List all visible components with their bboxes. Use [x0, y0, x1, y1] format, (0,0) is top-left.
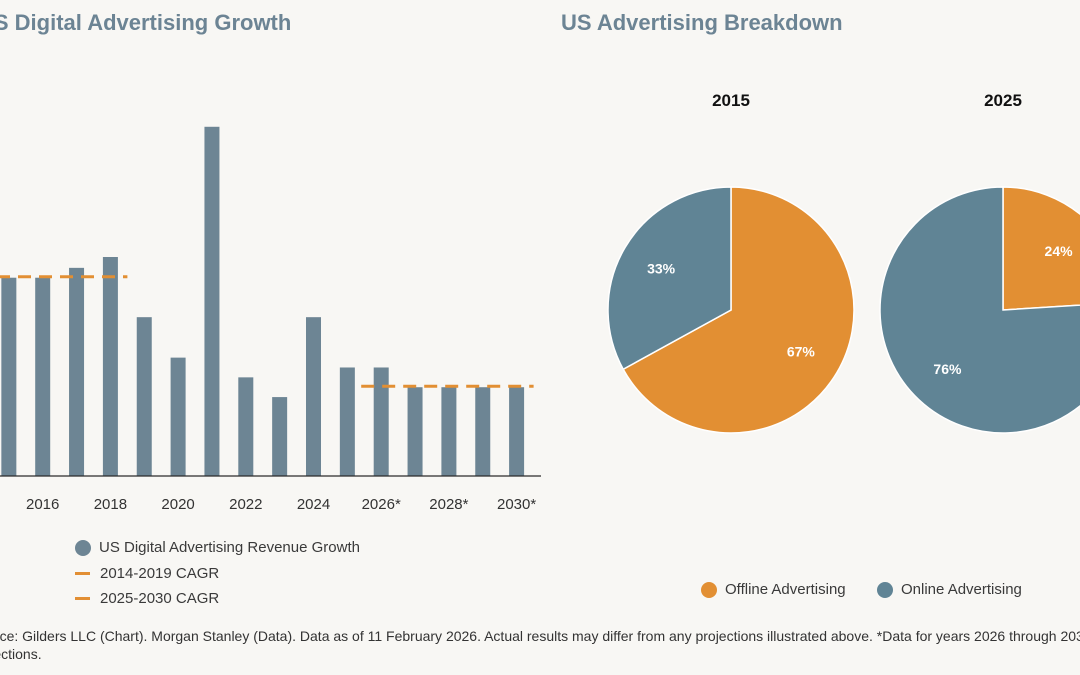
footnote: Source: Gilders LLC (Chart). Morgan Stan…: [0, 628, 1080, 662]
legend-offline: Offline Advertising: [701, 581, 846, 598]
bar-2025: [339, 367, 355, 476]
x-tick-2028-projected: 2028*: [429, 496, 468, 513]
legend-revenue-label: US Digital Advertising Revenue Growth: [99, 539, 360, 556]
legend-online-swatch: [877, 581, 893, 598]
bar-2022: [238, 377, 254, 476]
pie-2015-slice-offline: [622, 186, 855, 434]
x-tick-2022: 2022: [229, 496, 262, 513]
pie-2015-label-offline: 67%: [787, 343, 816, 359]
pie-charts-title: US Advertising Breakdown: [561, 10, 843, 35]
pie-2015-slice-online: [607, 186, 732, 371]
legend-cagr-2025-2030-label: 2025-2030 CAGR: [100, 590, 220, 607]
legend-online-label: Online Advertising: [901, 581, 1022, 598]
bar-2029-projected: [475, 387, 491, 476]
x-tick-2018: 2018: [94, 496, 127, 513]
legend-offline-swatch: [701, 581, 717, 598]
x-tick-2026-projected: 2026*: [362, 496, 401, 513]
pie-2025-label-online: 76%: [933, 361, 962, 377]
bar-2020: [170, 357, 186, 476]
pie-title-2015: 2015: [712, 91, 750, 110]
charts-canvas: 2016 2018 2020 2022 2024 2026* 2028* 2030* 2015 6…: [0, 91, 1080, 513]
legend-cagr-2014-2019-label: 2014-2019 CAGR: [100, 565, 220, 582]
bar-2028-projected: [441, 387, 457, 476]
bar-2018: [102, 257, 118, 476]
bar-2030-projected: [509, 387, 525, 476]
bar-2019: [136, 317, 152, 476]
pie-2025-label-offline: 24%: [1045, 243, 1074, 259]
bar-2021: [204, 126, 220, 476]
bar-2024: [306, 317, 321, 476]
legend-offline-label: Offline Advertising: [725, 581, 846, 598]
x-tick-2016: 2016: [26, 496, 59, 513]
pie-title-2025: 2025: [984, 91, 1022, 110]
legend-online: Online Advertising: [877, 581, 1022, 598]
pie-2025-slice-offline: [1002, 186, 1080, 311]
bar-chart-title: US Digital Advertising Growth: [0, 10, 292, 35]
x-tick-2024: 2024: [297, 496, 330, 513]
bar-2015: [1, 277, 17, 476]
x-tick-2030-projected: 2030*: [497, 496, 536, 513]
legend-cagr-2025-2030: 2025-2030 CAGR: [75, 590, 219, 607]
pie-2025-slice-online: [879, 186, 1080, 434]
legend-cagr-2014-2019-swatch: [75, 572, 90, 575]
legend-cagr-2014-2019: 2014-2019 CAGR: [75, 565, 219, 582]
bar-2026-projected: [373, 367, 389, 476]
legend-revenue-swatch: [75, 539, 91, 556]
pie-2015-label-online: 33%: [647, 261, 676, 277]
legend-cagr-2025-2030-swatch: [75, 597, 90, 600]
bar-2023: [272, 397, 288, 476]
bar-2027-projected: [407, 387, 423, 476]
bar-2017: [69, 267, 85, 476]
x-tick-2020: 2020: [161, 496, 194, 513]
bar-2016: [35, 277, 51, 476]
legend-revenue-growth: US Digital Advertising Revenue Growth: [75, 539, 360, 556]
